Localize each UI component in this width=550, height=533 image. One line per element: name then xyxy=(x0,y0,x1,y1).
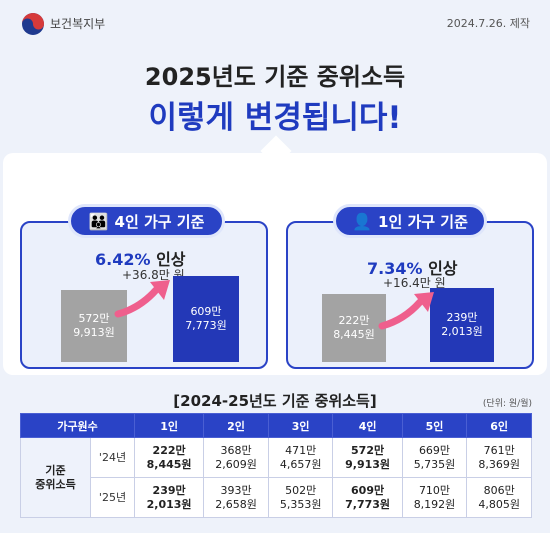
ministry-logo-icon xyxy=(22,13,44,35)
card-one-person-increase: +16.4만 원 xyxy=(383,276,446,290)
card-four-person-rate: 6.42% 인상 xyxy=(95,246,186,270)
table-cell: 669만 5,735원 xyxy=(401,437,468,478)
person-icon: 👤 xyxy=(352,211,373,231)
family-icon: 👪 xyxy=(88,211,109,231)
table-cell: 710만 8,192원 xyxy=(401,477,468,518)
table-cell: 761만 8,369원 xyxy=(466,437,532,478)
bar-after-one: 239만 2,013원 xyxy=(430,288,494,362)
headline-line2: 이렇게 변경됩니다! xyxy=(148,100,402,136)
table-unit: (단위: 원/월) xyxy=(482,399,532,409)
ministry-name: 보건복지부 xyxy=(50,17,106,31)
card-four-person-tab: 👪 4인 가구 기준 xyxy=(68,204,225,238)
increase-arrow-icon xyxy=(114,280,170,318)
table-row: '25년 239만 2,013원 393만 2,658원 502만 5,353원 60… xyxy=(21,477,532,518)
table-title: [2024-25년도 기준 중위소득] xyxy=(173,392,377,410)
header-cell: 4인 xyxy=(332,413,403,438)
header-cell: 5인 xyxy=(401,413,468,438)
rate-suffix: 인상 xyxy=(422,259,458,278)
rate-value: 6.42% xyxy=(95,250,151,269)
table-cell: 368만 2,609원 xyxy=(203,437,269,478)
card-one-person-label: 1인 가구 기준 xyxy=(378,212,468,231)
bar-before-four: 572만 9,913원 xyxy=(61,290,127,362)
increase-arrow-icon xyxy=(378,292,434,330)
table-row: 기준 중위소득 '24년 222만 8,445원 368만 2,609원 471만 4… xyxy=(20,437,532,518)
table-cell: 806만 4,805원 xyxy=(466,477,532,518)
table-cell: 609만 7,773원 xyxy=(332,477,403,518)
card-four-person-increase: +36.8만 원 xyxy=(122,268,185,282)
header-cell: 가구원수 xyxy=(20,413,135,438)
bar-after-four: 609만 7,773원 xyxy=(173,276,239,362)
table-cell: 471만 4,657원 xyxy=(267,437,334,478)
card-one-person-rate: 7.34% 인상 xyxy=(367,255,458,279)
row-category: 기준 중위소득 xyxy=(20,437,91,518)
header-cell: 6인 xyxy=(466,413,532,438)
publish-date: 2024.7.26. 제작 xyxy=(446,17,530,30)
table-header-row: 가구원수 1인 2인 3인 4인 5인 6인 xyxy=(20,413,532,438)
table-cell: 222만 8,445원 xyxy=(133,437,205,478)
header-cell: 1인 xyxy=(133,413,205,438)
header-cell: 3인 xyxy=(267,413,334,438)
card-four-person-label: 4인 가구 기준 xyxy=(114,212,205,231)
rate-value: 7.34% xyxy=(367,259,423,278)
table-cell: 239만 2,013원 xyxy=(133,477,205,518)
header-cell: 2인 xyxy=(203,413,269,438)
card-one-person-tab: 👤 1인 가구 기준 xyxy=(333,204,487,238)
median-income-table: 가구원수 1인 2인 3인 4인 5인 6인 기준 중위소득 '24년 222만… xyxy=(20,413,532,518)
table-cell: 572만 9,913원 xyxy=(332,437,403,478)
year-cell: '25년 xyxy=(90,477,135,518)
year-cell: '24년 xyxy=(90,437,135,478)
table-cell: 502만 5,353원 xyxy=(267,477,334,518)
table-cell: 393만 2,658원 xyxy=(203,477,269,518)
bar-before-one: 222만 8,445원 xyxy=(322,294,386,362)
headline-line1: 2025년도 기준 중위소득 xyxy=(144,63,406,91)
rate-suffix: 인상 xyxy=(150,250,186,269)
